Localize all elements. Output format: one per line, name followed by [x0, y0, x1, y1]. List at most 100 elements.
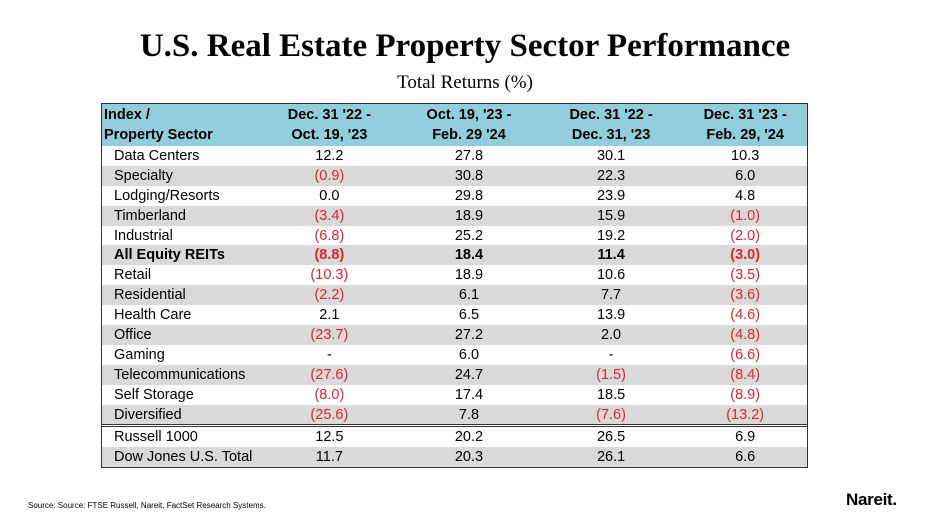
table-row: Retail (10.3) 18.9 10.6 (3.5): [102, 265, 807, 285]
cell-value: 12.2: [315, 147, 344, 164]
cell-value: (27.6): [310, 366, 349, 383]
row-label: Self Storage: [114, 386, 194, 403]
header-sector: Index / Property Sector: [102, 104, 260, 146]
nareit-logo: Nareit.: [846, 490, 897, 509]
cell-value: 27.8: [454, 147, 484, 164]
cell-value: 30.8: [454, 167, 484, 184]
cell-value: 20.2: [454, 429, 484, 446]
row-label: Specialty: [114, 167, 173, 184]
cell-value: 10.3: [731, 147, 760, 164]
header-line: Feb. 29 '24: [432, 127, 506, 143]
cell-value: -: [608, 346, 614, 363]
cell-value: 18.9: [454, 207, 484, 224]
cell-value: 11.4: [597, 247, 625, 264]
page-title: U.S. Real Estate Property Sector Perform…: [139, 28, 791, 64]
cell-value: 18.5: [596, 386, 626, 403]
cell-value: 19.2: [596, 227, 626, 244]
header-line: Oct. 19, '23 -: [426, 107, 512, 123]
table-body: Data Centers 12.2 27.8 30.1 10.3 Specialty (0.…: [102, 146, 807, 425]
benchmark-rows: Russell 1000 12.5 20.2 26.5 6.9 Dow Jones U.S…: [102, 424, 807, 468]
cell-value: (2.2): [314, 287, 345, 304]
table-row: Data Centers 12.2 27.8 30.1 10.3: [102, 146, 807, 166]
row-label: Retail: [114, 267, 152, 284]
table-row: Specialty (0.9) 30.8 22.3 6.0: [102, 165, 807, 186]
cell-value: 12.5: [315, 429, 344, 446]
cell-value: -: [326, 346, 332, 363]
header-line: Property Sector: [104, 127, 213, 143]
table-row: Russell 1000 12.5 20.2 26.5 6.9: [102, 427, 807, 447]
row-label: Industrial: [114, 227, 173, 244]
cell-value: 18.9: [454, 267, 484, 284]
cell-value: 23.9: [596, 187, 626, 204]
cell-value: 10.6: [596, 267, 626, 284]
table-header: Index / Property Sector Dec. 31 '22 - Oct.…: [102, 104, 807, 146]
table-row: Self Storage (8.0) 17.4 18.5 (8.9): [102, 385, 807, 405]
cell-value: (8.9): [730, 386, 761, 403]
table-row: Timberland (3.4) 18.9 15.9 (1.0): [102, 205, 807, 226]
cell-value: 27.2: [454, 326, 484, 343]
header-line: Dec. 31 '22 -: [569, 107, 653, 123]
cell-value: 6.0: [735, 167, 756, 184]
cell-value: (8.0): [314, 386, 345, 403]
cell-value: (13.2): [726, 406, 765, 423]
cell-value: (7.6): [596, 406, 626, 423]
table-row: Diversified (25.6) 7.8 (7.6) (13.2): [102, 404, 807, 425]
cell-value: 20.3: [454, 449, 484, 466]
cell-value: 0.0: [319, 187, 340, 204]
cell-value: 4.8: [735, 187, 756, 204]
header-line: Dec. 31, '23: [571, 127, 651, 143]
cell-value: 11.7: [315, 449, 343, 466]
table-row: Office (23.7) 27.2 2.0 (4.8): [102, 325, 807, 345]
row-label: Residential: [114, 287, 186, 304]
row-label: Timberland: [114, 207, 186, 224]
row-label: Lodging/Resorts: [114, 187, 220, 204]
cell-value: 29.8: [454, 187, 484, 204]
table-row: All Equity REITs (8.8) 18.4 11.4 (3.0): [102, 245, 807, 266]
row-label: Health Care: [114, 307, 192, 324]
cell-value: (0.9): [314, 167, 345, 184]
table-row: Telecommunications (27.6) 24.7 (1.5) (8.4): [102, 364, 807, 385]
row-label: Gaming: [114, 346, 165, 363]
cell-value: 22.3: [596, 167, 626, 184]
cell-value: (25.6): [310, 406, 349, 423]
cell-value: (1.5): [596, 366, 626, 383]
row-label: All Equity REITs: [114, 247, 225, 264]
cell-value: 2.1: [319, 307, 340, 324]
cell-value: 26.1: [596, 449, 626, 466]
cell-value: 6.1: [458, 287, 480, 304]
cell-value: 24.7: [454, 366, 484, 383]
cell-value: 7.8: [458, 406, 480, 423]
cell-value: 2.0: [600, 326, 622, 343]
table-row: Dow Jones U.S. Total 11.7 20.3 26.1 6.6: [102, 447, 807, 468]
row-label: Russell 1000: [114, 429, 198, 446]
returns-table: Index / Property Sector Dec. 31 '22 - Oct.…: [101, 103, 808, 469]
header-period-2: Oct. 19, '23 - Feb. 29 '24: [399, 104, 539, 146]
cell-value: 6.0: [458, 346, 480, 363]
table-row: Gaming - 6.0 - (6.6): [102, 345, 807, 365]
cell-value: 18.4: [454, 247, 484, 264]
header-line: Oct. 19, '23: [291, 127, 368, 143]
cell-value: 6.9: [735, 429, 756, 446]
header-period-1: Dec. 31 '22 - Oct. 19, '23: [260, 104, 400, 146]
cell-value: (8.4): [730, 366, 761, 383]
cell-value: (3.4): [314, 207, 345, 224]
cell-value: (3.0): [730, 247, 761, 264]
table-row: Industrial (6.8) 25.2 19.2 (2.0): [102, 226, 807, 246]
row-label: Dow Jones U.S. Total: [114, 449, 253, 466]
cell-value: (10.3): [310, 267, 349, 284]
row-label: Office: [114, 326, 152, 343]
cell-value: 15.9: [596, 207, 626, 224]
header-period-4: Dec. 31 '23 - Feb. 29, '24: [683, 104, 807, 146]
header-period-3: Dec. 31 '22 - Dec. 31, '23: [539, 104, 684, 146]
cell-value: 25.2: [454, 227, 484, 244]
header-line: Dec. 31 '22 -: [287, 107, 371, 123]
row-label: Diversified: [114, 406, 182, 423]
table-row: Residential (2.2) 6.1 7.7 (3.6): [102, 285, 807, 306]
table-row: Health Care 2.1 6.5 13.9 (4.6): [102, 305, 807, 325]
cell-value: (1.0): [730, 207, 761, 224]
cell-value: (4.6): [730, 307, 761, 324]
row-label: Data Centers: [114, 147, 200, 164]
cell-value: 6.6: [735, 449, 756, 466]
cell-value: 6.5: [458, 307, 480, 324]
cell-value: (6.6): [730, 346, 761, 363]
